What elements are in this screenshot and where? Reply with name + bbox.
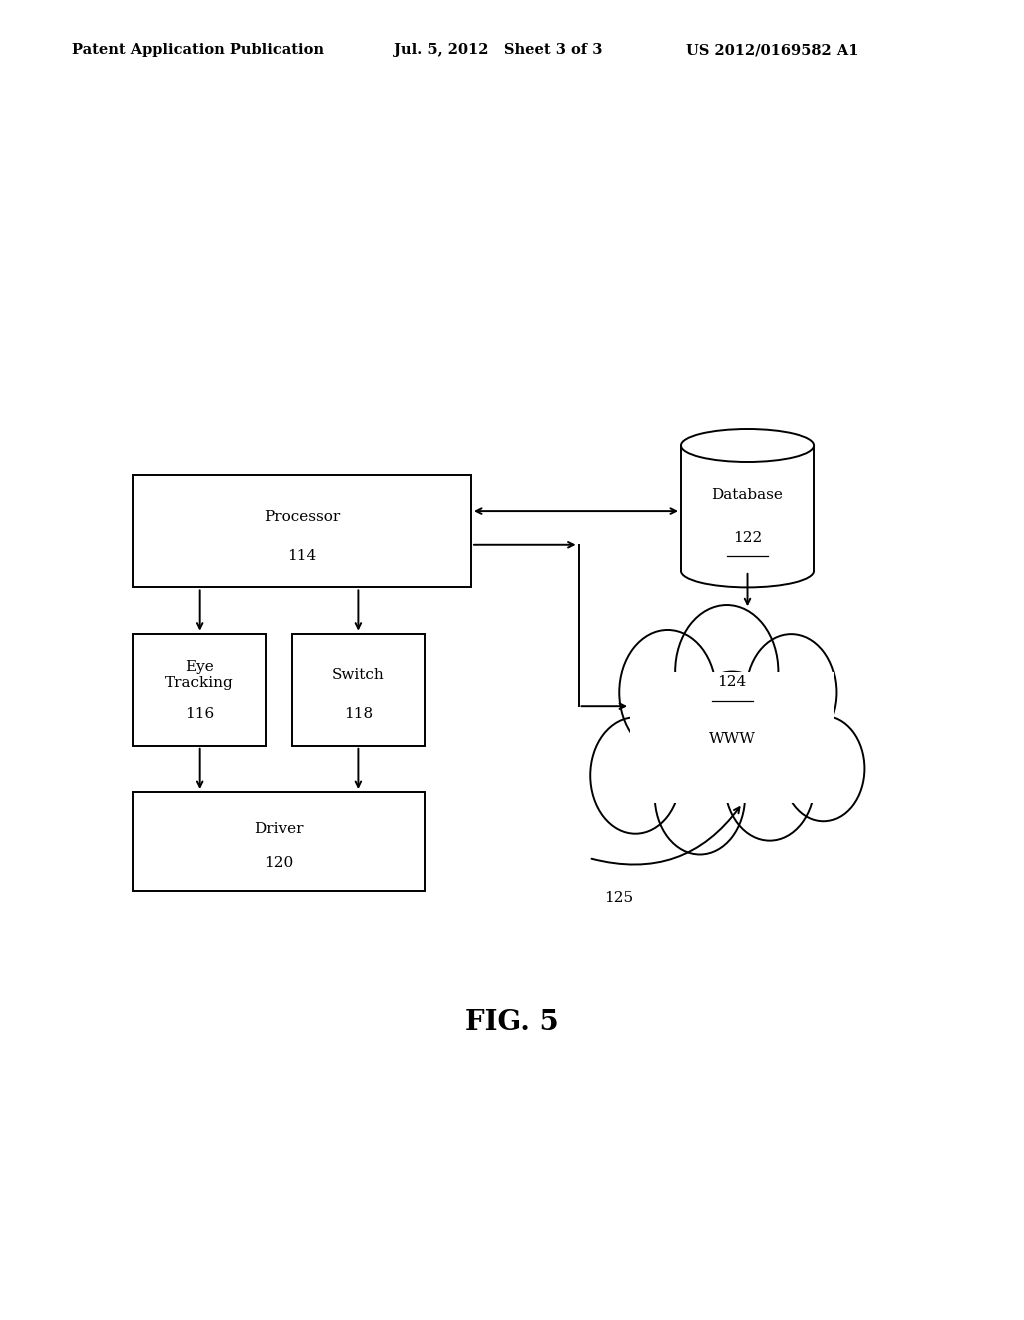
Text: Processor: Processor: [264, 510, 340, 524]
Text: 118: 118: [344, 708, 373, 722]
Ellipse shape: [681, 429, 814, 462]
Circle shape: [782, 715, 864, 821]
Text: Jul. 5, 2012   Sheet 3 of 3: Jul. 5, 2012 Sheet 3 of 3: [394, 44, 602, 57]
Circle shape: [684, 672, 780, 796]
Text: 122: 122: [733, 531, 762, 545]
Circle shape: [746, 634, 837, 751]
Text: Switch: Switch: [332, 668, 385, 682]
Bar: [133, 475, 471, 587]
Text: Database: Database: [712, 488, 783, 502]
Circle shape: [725, 725, 815, 841]
Bar: [681, 446, 814, 570]
Text: FIG. 5: FIG. 5: [465, 1010, 559, 1036]
Text: WWW: WWW: [709, 733, 756, 746]
Text: 120: 120: [264, 857, 294, 870]
Text: 114: 114: [288, 549, 316, 564]
Text: US 2012/0169582 A1: US 2012/0169582 A1: [686, 44, 858, 57]
Text: Driver: Driver: [254, 821, 304, 836]
Circle shape: [590, 717, 681, 834]
Text: 125: 125: [604, 891, 633, 904]
Text: Patent Application Publication: Patent Application Publication: [72, 44, 324, 57]
Circle shape: [620, 630, 716, 755]
Text: Eye
Tracking: Eye Tracking: [165, 660, 234, 690]
Bar: [133, 792, 425, 891]
Bar: [133, 634, 266, 746]
Text: 116: 116: [185, 708, 214, 722]
Text: 124: 124: [718, 676, 746, 689]
Bar: [630, 672, 835, 803]
Circle shape: [675, 605, 778, 738]
Circle shape: [654, 738, 745, 854]
Bar: [292, 634, 425, 746]
